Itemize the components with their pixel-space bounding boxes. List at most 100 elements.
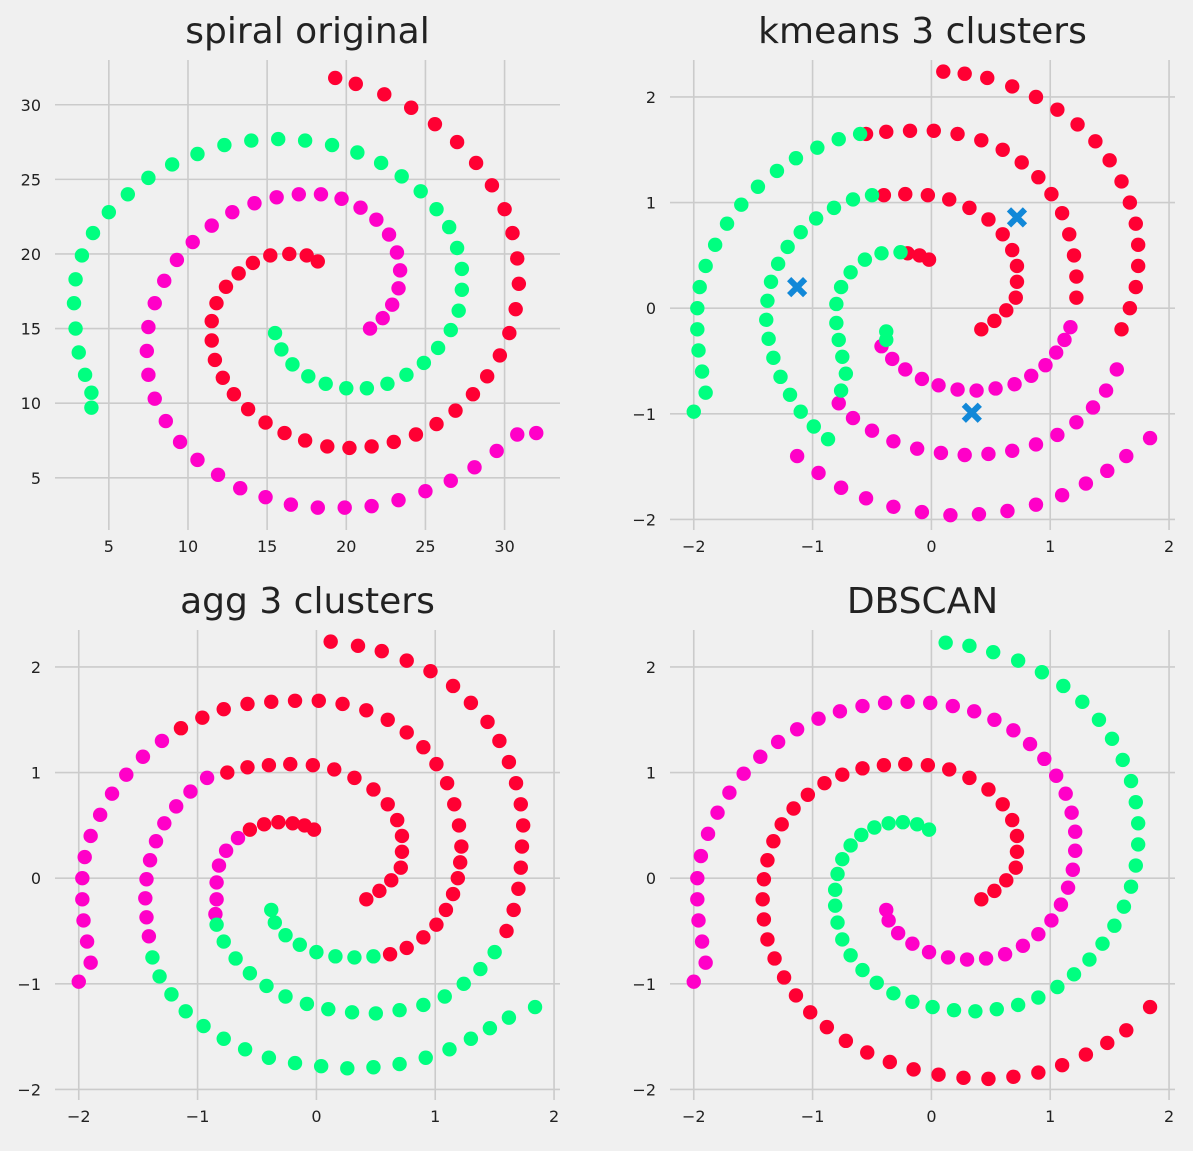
y-tick-label: −2 [632,510,656,529]
x-tick-label: 2 [549,1107,559,1126]
x-tick-label: 1 [1045,537,1055,556]
data-point [449,134,465,150]
data-point [297,818,312,833]
data-point [287,693,303,708]
data-point [886,434,901,449]
data-point [956,1070,971,1086]
data-point [328,949,343,964]
data-point [843,838,858,853]
data-point [364,498,379,514]
data-point [392,263,408,278]
data-point [1009,274,1025,289]
data-point [819,1019,835,1035]
data-point [710,805,725,820]
data-point [722,785,737,800]
subplot-title: agg 3 clusters [180,581,435,622]
series [204,70,527,456]
x-tick-label: −2 [682,1107,706,1126]
data-point [854,827,869,843]
data-point [256,817,272,832]
data-point [209,917,224,932]
series [71,733,246,989]
data-point [359,381,375,396]
data-point [389,245,405,260]
data-point [1050,427,1065,443]
data-point [931,378,946,393]
data-point [782,387,798,403]
data-point [1078,476,1094,491]
data-point [183,784,198,799]
data-point [77,367,93,383]
data-point [323,634,338,649]
data-point [1128,216,1143,231]
data-point [372,883,387,899]
data-point [324,137,340,153]
data-point [925,999,940,1015]
data-point [1130,237,1146,253]
data-point [1104,731,1120,746]
data-point [285,816,300,831]
data-point [962,638,977,654]
data-point [164,987,179,1002]
data-point [1024,368,1039,383]
data-point [430,340,446,356]
data-point [216,702,231,717]
data-point [452,855,468,870]
data-point [413,184,428,199]
data-point [158,413,174,429]
data-point [756,872,772,887]
data-point [755,892,770,907]
data-point [384,873,399,888]
data-point [492,348,508,363]
data-point [1044,913,1059,928]
data-point [66,296,82,311]
data-point [292,937,307,952]
data-point [196,1018,211,1034]
data-point [429,202,444,217]
data-point [148,834,164,849]
data-point [1031,926,1046,942]
data-point [789,448,805,464]
data-point [838,1033,854,1049]
data-point [451,303,466,318]
data-point [101,204,117,220]
data-point [945,698,960,714]
series [789,320,1158,523]
data-point [386,434,401,450]
x-tick-label: 25 [415,537,435,556]
data-point [1009,258,1025,274]
data-point [216,934,231,949]
series [66,131,470,415]
data-point [770,256,786,272]
x-tick-label: −1 [186,1107,210,1126]
data-point [185,234,200,250]
data-point [442,1042,457,1057]
y-tick-label: −2 [17,1080,41,1099]
data-point [690,871,705,886]
data-point [394,828,410,844]
data-point [375,310,390,326]
data-point [505,225,520,241]
data-point [380,712,395,727]
data-point [909,441,925,456]
data-point [1069,290,1084,305]
data-point [1069,415,1084,430]
data-point [719,216,735,231]
data-point [988,381,1003,396]
x-tick-label: 15 [257,537,277,556]
data-point [71,974,86,989]
data-point [1119,1023,1134,1038]
data-point [271,815,286,830]
data-point [75,871,90,886]
data-point [857,252,873,267]
data-point [441,219,457,235]
x-tick-label: 0 [311,1107,321,1126]
data-point [920,187,936,203]
y-tick-label: −1 [632,405,656,424]
y-tick-label: 2 [31,658,41,677]
data-point [190,146,205,162]
data-point [914,504,930,520]
data-point [1031,1065,1046,1080]
data-point [835,932,850,947]
data-point [463,1031,479,1046]
